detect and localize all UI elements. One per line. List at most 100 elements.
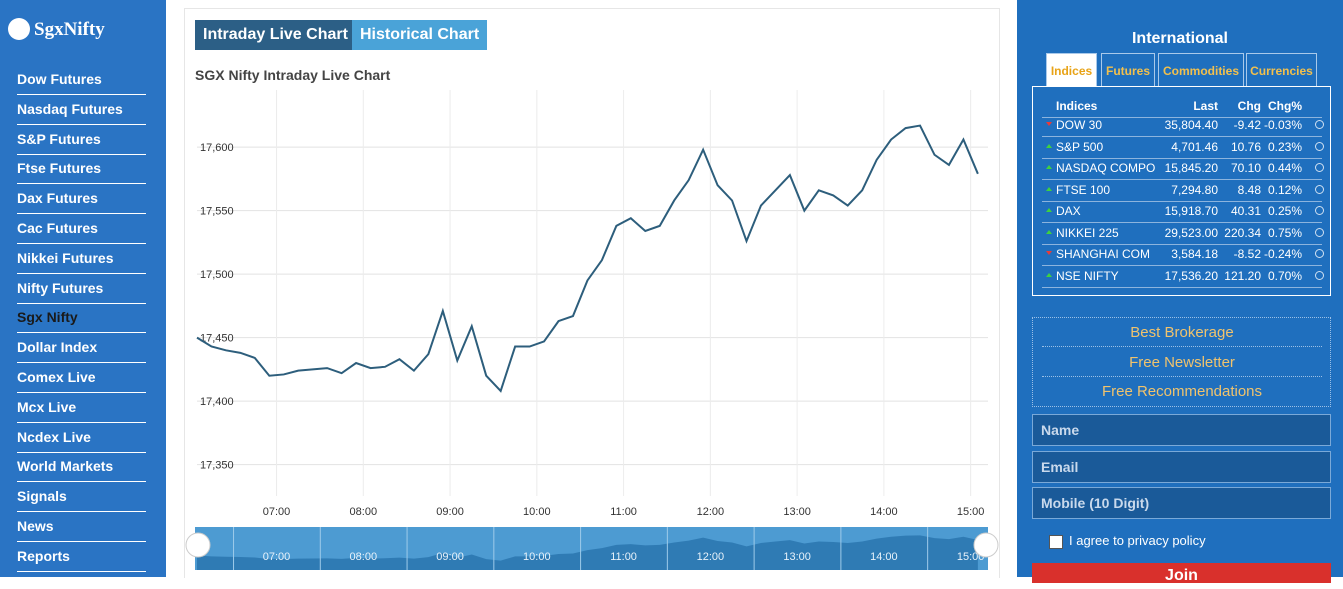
nav-link[interactable]: Signals	[17, 482, 146, 513]
table-cell: NSE NIFTY	[1056, 268, 1119, 283]
table-cell: 220.34	[1224, 225, 1261, 240]
table-cell: DAX	[1056, 204, 1081, 218]
x-tick-label: 13:00	[783, 506, 811, 518]
table-cell: FTSE 100	[1056, 182, 1111, 197]
table-row[interactable]: S&P 500 4,701.46 10.76 0.23%	[1042, 137, 1324, 159]
clock-icon	[1315, 270, 1324, 280]
trend-icon	[1046, 143, 1052, 148]
market-tab[interactable]: Currencies	[1246, 53, 1317, 86]
tab-intraday[interactable]: Intraday Live Chart	[195, 20, 356, 50]
table-cell: -0.24%	[1263, 247, 1302, 261]
x-tick-label: 09:00	[436, 506, 464, 518]
nav-link[interactable]: World Markets	[17, 452, 146, 483]
chart: 17,350 17,400 17,450 17,500 17,550 17,600 07:0…	[185, 90, 999, 570]
nav-link[interactable]: Ncdex Live	[17, 423, 146, 453]
nav-link[interactable]: Dollar Index	[17, 333, 146, 364]
table-header: Indices Last Chg Chg%	[1042, 96, 1322, 118]
tab-historical[interactable]: Historical Chart	[352, 20, 488, 50]
logo[interactable]: SgxNifty	[34, 19, 105, 40]
nav-link[interactable]: Mcx Live	[17, 393, 146, 423]
header-cell: Last	[1193, 99, 1218, 113]
table-cell: 0.25%	[1267, 204, 1302, 218]
input-field[interactable]: Email	[1032, 451, 1331, 483]
nav-link[interactable]: Nikkei Futures	[17, 244, 146, 274]
navigator-label: 09:00	[436, 551, 464, 563]
y-tick-label: 17,350	[200, 460, 234, 472]
table-cell: -8.52	[1233, 247, 1261, 261]
clock-icon	[1315, 120, 1324, 129]
indices-table	[1032, 86, 1331, 296]
navigator-handle	[185, 532, 211, 558]
table-cell: 0.23%	[1267, 139, 1302, 154]
table-row[interactable]: NSE NIFTY 17,536.20 121.20 0.70%	[1042, 266, 1324, 288]
market-tab[interactable]: Futures	[1101, 53, 1155, 86]
table-cell: 35,804.40	[1164, 118, 1218, 132]
offer-link[interactable]: Best Brokerage	[1130, 324, 1234, 341]
clock-icon	[1315, 163, 1324, 172]
table-cell: -0.03%	[1263, 118, 1302, 132]
table-cell: 17,536.20	[1164, 268, 1218, 283]
nav-link[interactable]: Nasdaq Futures	[17, 95, 146, 125]
checkbox[interactable]	[1049, 535, 1063, 549]
navigator-label: 13:00	[783, 551, 811, 563]
input-field[interactable]: Name	[1032, 414, 1331, 446]
offer-link[interactable]: Free Newsletter	[1129, 353, 1235, 371]
logo-icon	[8, 18, 30, 40]
y-tick-label: 17,400	[200, 396, 234, 408]
table-cell: -9.42	[1233, 118, 1261, 132]
navigator-label: 11:00	[610, 551, 637, 563]
header-cell: Indices	[1056, 99, 1098, 113]
table-cell: 0.70%	[1267, 268, 1302, 283]
input-field[interactable]: Mobile (10 Digit)	[1032, 487, 1331, 519]
y-tick-label: 17,450	[200, 333, 234, 345]
trend-icon	[1046, 229, 1052, 234]
navigator-handle	[973, 532, 999, 558]
trend-icon	[1046, 208, 1052, 212]
sidebar: SgxNifty	[0, 0, 166, 577]
clock-icon	[1315, 227, 1324, 237]
x-tick-label: 12:00	[697, 506, 725, 518]
clock-icon	[1315, 141, 1324, 151]
table-row[interactable]: FTSE 100 7,294.80 8.48 0.12%	[1042, 180, 1324, 202]
trend-icon	[1046, 122, 1052, 126]
table-row[interactable]: DOW 30 35,804.40 -9.42 -0.03%	[1042, 115, 1324, 137]
x-tick-label: 07:00	[263, 506, 291, 518]
price-line	[196, 124, 979, 393]
trend-icon	[1046, 165, 1052, 169]
trend-icon	[1046, 251, 1052, 255]
navigator-area	[197, 535, 978, 570]
table-cell: 8.48	[1237, 182, 1261, 197]
offer-link[interactable]: Free Recommendations	[1101, 383, 1263, 400]
nav-link[interactable]: Dax Futures	[17, 184, 146, 215]
table-row[interactable]: NASDAQ COMPO 15,845.20 70.10 0.44%	[1042, 158, 1324, 180]
clock-icon	[1315, 206, 1324, 215]
table-cell: 7,294.80	[1171, 182, 1218, 197]
market-tab[interactable]: Commodities	[1158, 53, 1244, 86]
table-row[interactable]: NIKKEI 225 29,523.00 220.34 0.75%	[1042, 223, 1324, 245]
table-row[interactable]: DAX 15,918.70 40.31 0.25%	[1042, 201, 1324, 223]
nav-link[interactable]: Dow Futures	[17, 65, 146, 95]
navigator-label: 08:00	[350, 551, 378, 563]
join-button[interactable]: Join	[1032, 563, 1331, 584]
chart-title: SGX Nifty Intraday Live Chart	[195, 67, 391, 83]
nav-link[interactable]: Sgx Nifty	[17, 303, 146, 334]
table-row[interactable]: SHANGHAI COM 3,584.18 -8.52 -0.24%	[1042, 244, 1324, 266]
x-tick-label: 11:00	[610, 506, 637, 518]
nav-link[interactable]: Comex Live	[17, 363, 146, 393]
nav-link[interactable]: News	[17, 512, 146, 542]
section-title: International	[1131, 30, 1228, 47]
nav-link[interactable]: S&P Futures	[17, 125, 146, 155]
table-cell: 15,845.20	[1164, 161, 1218, 175]
agree-label: I agree to privacy policy	[1069, 533, 1206, 548]
table-cell: 4,701.46	[1171, 139, 1218, 154]
header-cell: Chg%	[1268, 99, 1302, 113]
x-tick-label: 14:00	[870, 506, 898, 518]
nav-link[interactable]: Cac Futures	[17, 214, 146, 244]
nav-link[interactable]: Reports	[17, 542, 146, 572]
y-tick-label: 17,600	[200, 142, 234, 154]
market-tab[interactable]: Indices	[1046, 53, 1097, 86]
table-cell: 29,523.00	[1164, 225, 1218, 240]
nav-link[interactable]: Nifty Futures	[17, 274, 146, 304]
nav-link[interactable]: Ftse Futures	[17, 154, 146, 185]
